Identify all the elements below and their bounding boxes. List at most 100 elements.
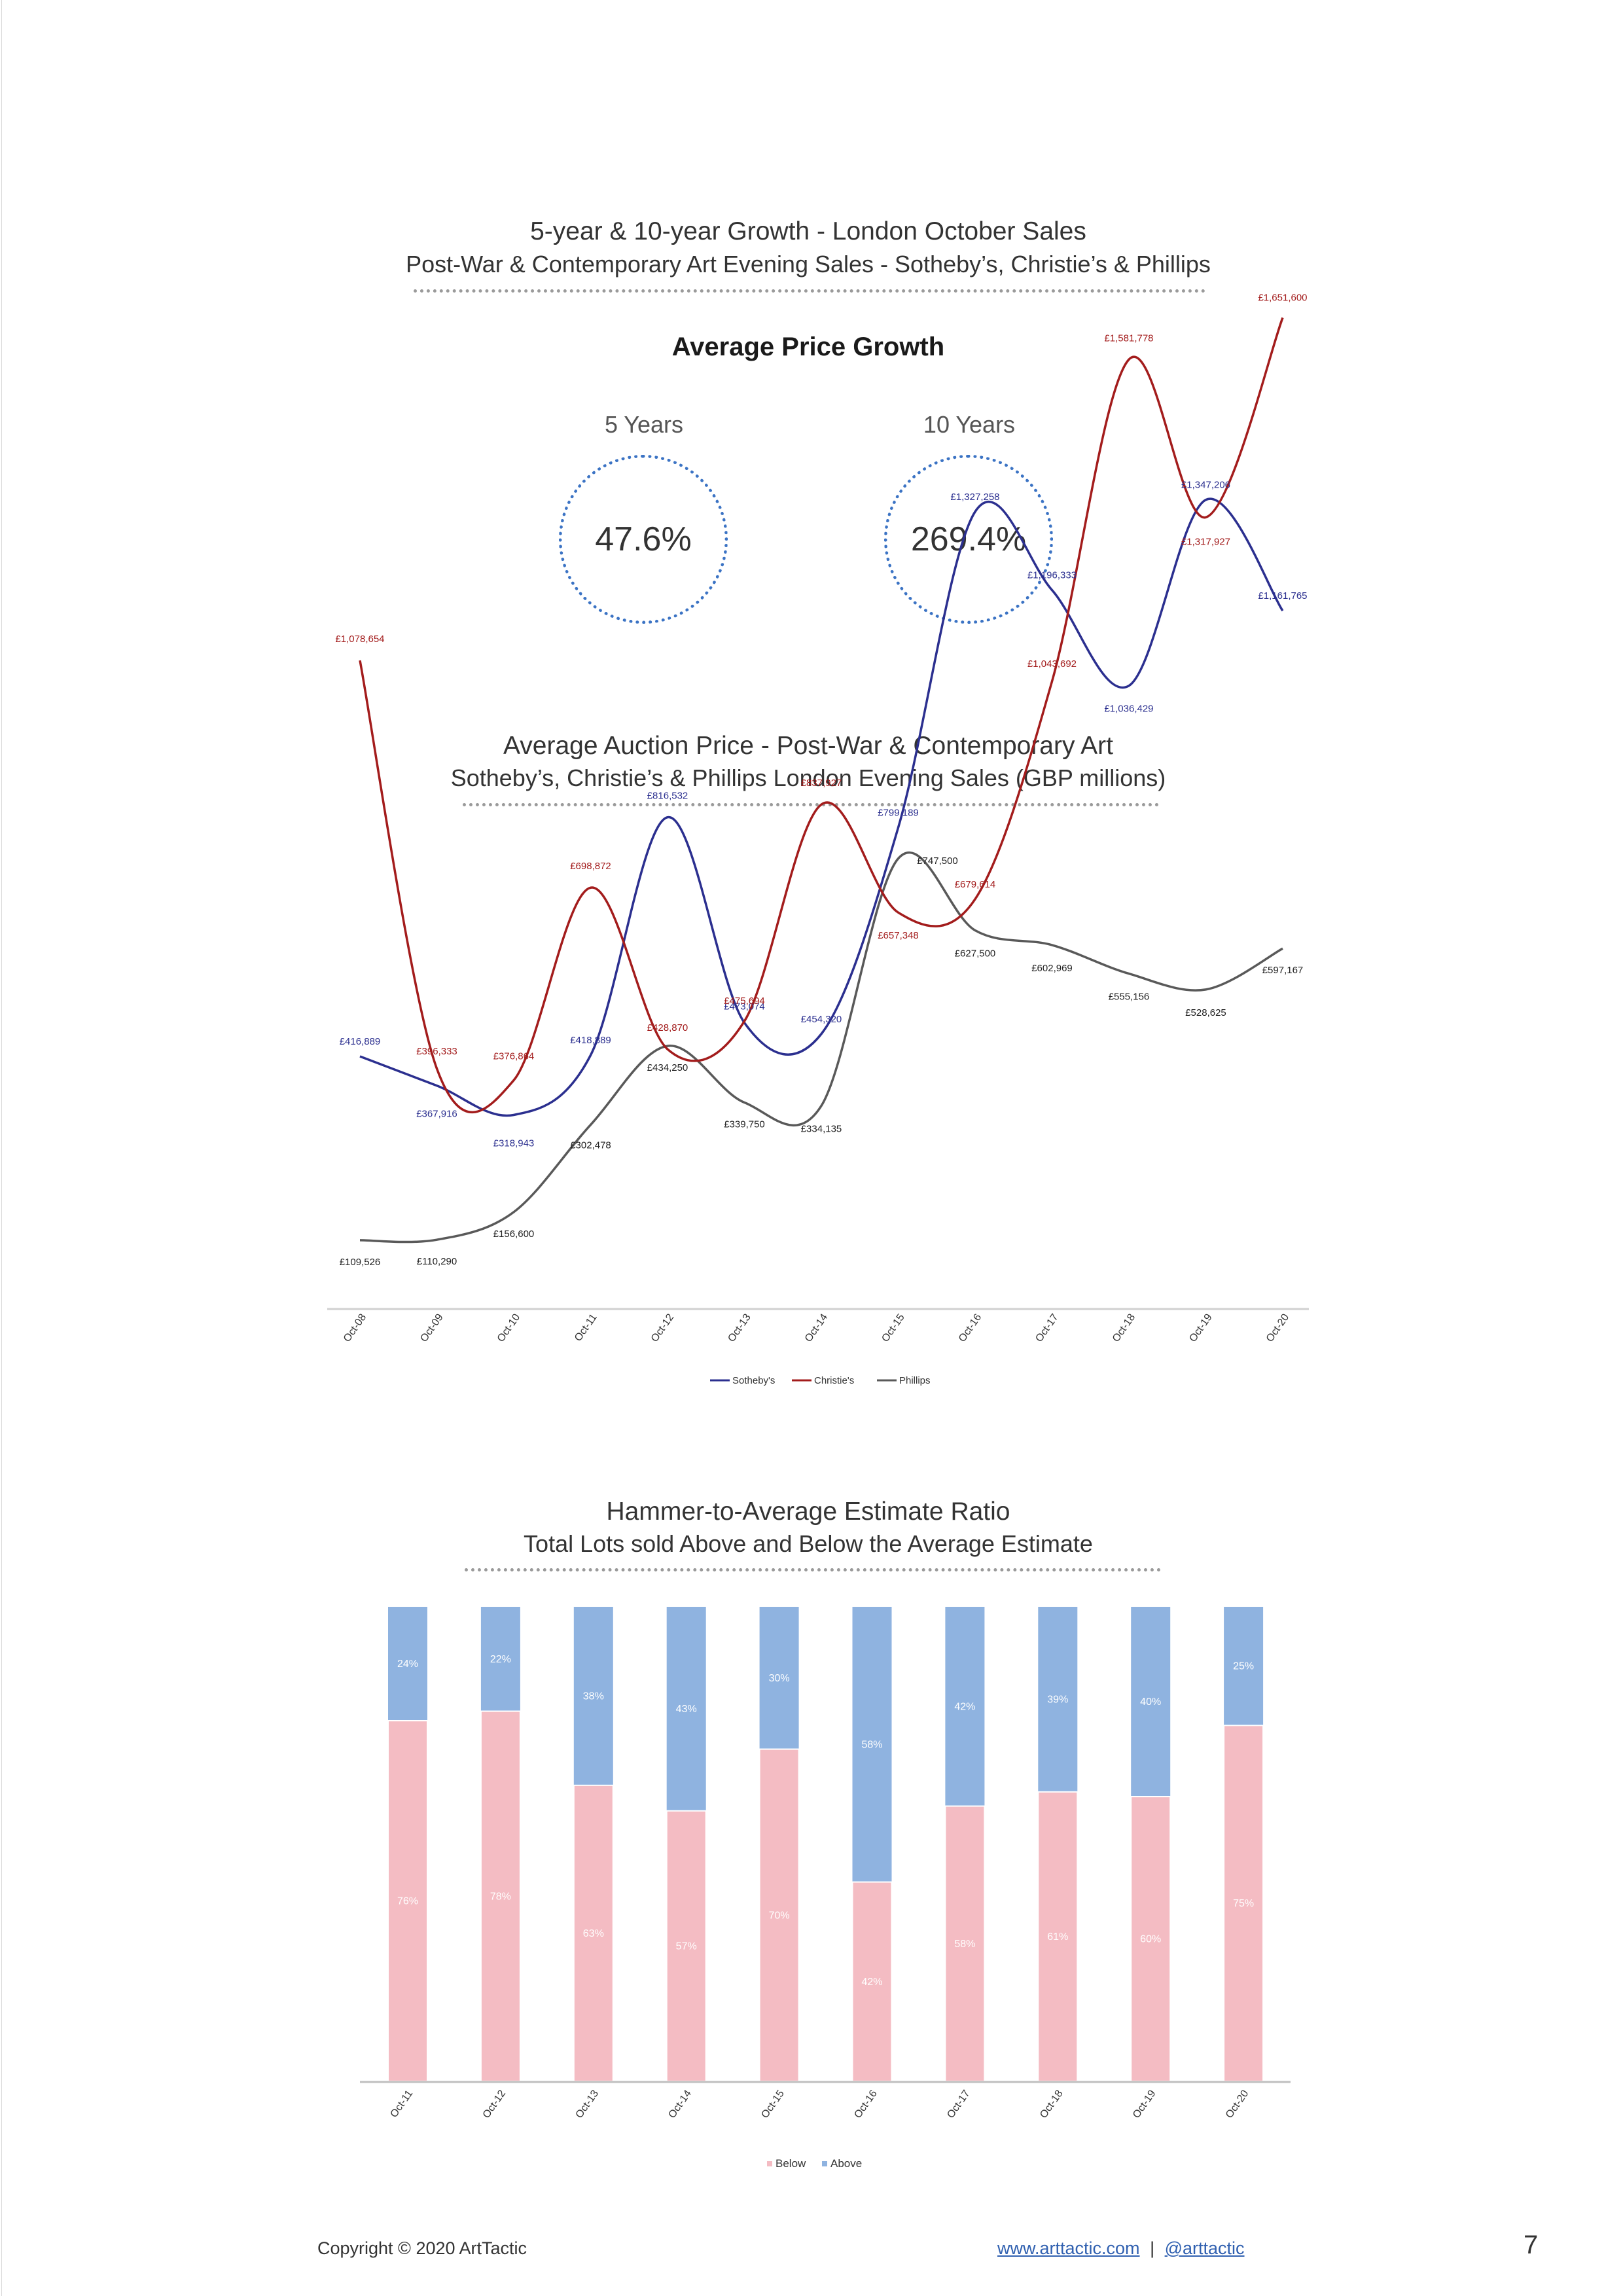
bar-below-label: 42% bbox=[861, 1977, 882, 1988]
data-label-christie-s: £837,927 bbox=[801, 778, 842, 789]
bar-below-label: 70% bbox=[769, 1910, 790, 1921]
data-label-christie-s: £1,043,692 bbox=[1027, 658, 1077, 670]
growth-subtitle: Post-War & Contemporary Art Evening Sale… bbox=[406, 251, 1211, 278]
bar-below-label: 63% bbox=[583, 1928, 604, 1939]
data-label-phillips: £339,750 bbox=[724, 1119, 765, 1130]
bar-below-segment bbox=[1130, 1796, 1171, 2082]
page-number: 7 bbox=[1524, 2231, 1539, 2259]
footer-copyright: Copyright © 2020 ArtTactic bbox=[317, 2238, 527, 2258]
bar-above-segment bbox=[666, 1607, 706, 1811]
bar-below-segment bbox=[573, 1784, 614, 2082]
bar-above-segment bbox=[480, 1607, 520, 1712]
legend-label-sotheby-s: Sotheby's bbox=[732, 1375, 775, 1386]
bar-below-label: 61% bbox=[1047, 1931, 1068, 1943]
data-label-sotheby-s: £1,347,206 bbox=[1181, 480, 1230, 491]
data-label-phillips: £555,156 bbox=[1109, 992, 1150, 1003]
series-line-sotheby-s bbox=[359, 497, 1284, 1117]
bar-x-tick-label: Oct-13 bbox=[574, 2088, 601, 2120]
data-label-christie-s: £376,864 bbox=[493, 1051, 535, 1062]
bar-below-segment bbox=[1223, 1725, 1264, 2082]
data-label-christie-s: £428,870 bbox=[647, 1022, 688, 1033]
bar-above-label: 22% bbox=[490, 1654, 511, 1665]
line-chart-title: Average Auction Price - Post-War & Conte… bbox=[503, 732, 1114, 760]
data-label-sotheby-s: £799,189 bbox=[878, 808, 919, 819]
bar-above-label: 24% bbox=[397, 1659, 418, 1670]
bar-above-segment bbox=[852, 1607, 892, 1882]
data-label-sotheby-s: £1,327,258 bbox=[950, 492, 999, 503]
bar-below-label: 58% bbox=[954, 1939, 975, 1950]
bar-above-label: 58% bbox=[861, 1739, 882, 1750]
bar-above-label: 42% bbox=[954, 1701, 975, 1712]
bar-below-segment bbox=[758, 1748, 800, 2082]
bar-above-label: 43% bbox=[676, 1704, 697, 1715]
bar-chart-subtitle: Total Lots sold Above and Below the Aver… bbox=[524, 1530, 1093, 1557]
bar-x-tick-label: Oct-16 bbox=[852, 2088, 880, 2120]
bar-above-segment bbox=[573, 1607, 613, 1785]
line-chart-divider bbox=[463, 803, 1159, 806]
bar-above-segment bbox=[945, 1607, 985, 1806]
bar-above-segment bbox=[1224, 1607, 1264, 1726]
data-label-christie-s: £475,694 bbox=[724, 996, 765, 1007]
bar-below-label: 57% bbox=[676, 1941, 697, 1952]
legend-label-above: Above bbox=[830, 2157, 862, 2170]
bar-above-segment bbox=[1131, 1607, 1171, 1797]
bar-below-segment bbox=[944, 1805, 986, 2082]
data-label-phillips: £602,969 bbox=[1031, 963, 1073, 974]
average-price-growth-heading: Average Price Growth bbox=[671, 332, 945, 361]
bar-below-segment bbox=[1037, 1791, 1079, 2082]
data-label-sotheby-s: £1,196,333 bbox=[1027, 570, 1077, 581]
bar-chart-title: Hammer-to-Average Estimate Ratio bbox=[606, 1498, 1010, 1526]
bar-x-tick-label: Oct-20 bbox=[1224, 2088, 1251, 2120]
bar-x-tick-label: Oct-12 bbox=[481, 2088, 508, 2120]
series-line-phillips bbox=[359, 852, 1283, 1244]
bar-x-tick-label: Oct-18 bbox=[1038, 2088, 1065, 2120]
data-label-sotheby-s: £816,532 bbox=[647, 791, 688, 802]
five-year-growth-value: 47.6% bbox=[595, 520, 692, 558]
ten-year-label: 10 Years bbox=[923, 411, 1016, 438]
bar-below-label: 75% bbox=[1233, 1898, 1254, 1909]
data-label-phillips: £747,500 bbox=[917, 855, 958, 867]
footer-links: www.arttactic.com | @arttactic bbox=[997, 2238, 1245, 2259]
data-label-christie-s: £396,333 bbox=[416, 1046, 457, 1057]
data-label-sotheby-s: £473,074 bbox=[724, 1001, 765, 1013]
bar-above-segment bbox=[388, 1607, 427, 1721]
bar-x-tick-label: Oct-17 bbox=[945, 2088, 972, 2120]
bar-above-label: 39% bbox=[1047, 1694, 1068, 1705]
data-label-phillips: £334,135 bbox=[801, 1124, 842, 1135]
growth-divider bbox=[414, 289, 1205, 293]
ten-year-growth-circle: 269.4% bbox=[884, 455, 1053, 624]
bar-x-tick-label: Oct-19 bbox=[1131, 2088, 1158, 2120]
data-label-phillips: £110,290 bbox=[417, 1256, 457, 1267]
growth-title: 5-year & 10-year Growth - London October… bbox=[530, 217, 1086, 245]
line-chart-subtitle: Sotheby’s, Christie’s & Phillips London … bbox=[450, 764, 1166, 791]
website-link[interactable]: www.arttactic.com bbox=[997, 2238, 1140, 2258]
data-label-sotheby-s: £416,889 bbox=[340, 1036, 381, 1047]
data-label-phillips: £627,500 bbox=[955, 948, 996, 959]
bar-above-label: 25% bbox=[1233, 1661, 1254, 1672]
five-year-growth-circle: 47.6% bbox=[559, 455, 728, 624]
page-edge-rule bbox=[1, 0, 2, 2296]
legend-label-below: Below bbox=[776, 2157, 806, 2170]
bar-above-label: 40% bbox=[1140, 1696, 1161, 1708]
data-label-phillips: £528,625 bbox=[1185, 1007, 1226, 1018]
bar-above-segment bbox=[759, 1607, 799, 1749]
data-label-sotheby-s: £367,916 bbox=[416, 1109, 457, 1120]
data-label-sotheby-s: £1,161,765 bbox=[1258, 590, 1307, 601]
footer-separator: | bbox=[1150, 2238, 1155, 2258]
bar-below-segment bbox=[387, 1720, 428, 2082]
bar-chart-divider bbox=[465, 1568, 1161, 1571]
data-label-sotheby-s: £418,889 bbox=[570, 1035, 611, 1046]
bar-above-label: 30% bbox=[769, 1673, 790, 1684]
bar-x-tick-label: Oct-14 bbox=[667, 2088, 694, 2120]
series-line-christie-s bbox=[359, 317, 1284, 1114]
bar-x-tick-label: Oct-11 bbox=[388, 2088, 415, 2119]
bar-below-label: 76% bbox=[397, 1896, 418, 1907]
legend-swatch-above bbox=[822, 2161, 827, 2166]
data-label-sotheby-s: £1,036,429 bbox=[1104, 704, 1153, 715]
legend-label-phillips: Phillips bbox=[899, 1375, 931, 1386]
twitter-handle-link[interactable]: @arttactic bbox=[1164, 2238, 1245, 2258]
legend-swatch-below bbox=[767, 2161, 772, 2166]
data-label-christie-s: £679,614 bbox=[955, 879, 996, 890]
